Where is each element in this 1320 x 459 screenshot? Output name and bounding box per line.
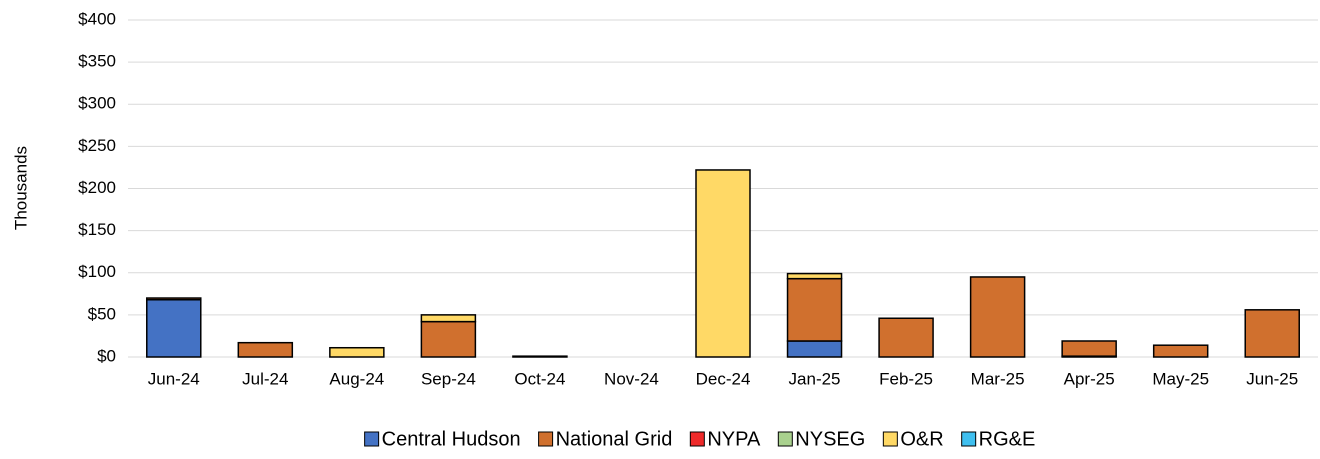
x-tick-label: Feb-25 [879, 369, 933, 388]
bar-segment [512, 355, 568, 358]
bar-segment [146, 298, 202, 358]
bar-segment [878, 317, 934, 358]
y-tick-label: $300 [78, 94, 116, 113]
legend-label: National Grid [556, 428, 673, 450]
bar-segment [695, 169, 751, 358]
legend-label: RG&E [979, 428, 1036, 450]
x-tick-label: Jan-25 [789, 369, 841, 388]
bar-segment [786, 272, 843, 280]
y-tick-label: $150 [78, 220, 116, 239]
x-tick-label: Apr-25 [1064, 369, 1115, 388]
bar-segment [146, 297, 202, 301]
bar-segment [786, 277, 843, 342]
legend-label: NYSEG [795, 428, 865, 450]
legend-swatch [689, 431, 705, 447]
x-tick-label: Jul-24 [242, 369, 288, 388]
legend-swatch [538, 431, 554, 447]
bar-segment [1244, 309, 1300, 358]
y-tick-label: $100 [78, 262, 116, 281]
bar-segment [420, 314, 477, 323]
bar-segment [237, 341, 294, 358]
legend-swatch [777, 431, 793, 447]
bar-segment [329, 346, 385, 358]
x-tick-label: Jun-24 [148, 369, 200, 388]
y-tick-label: $200 [78, 178, 116, 197]
legend-swatch [364, 431, 380, 447]
bar-segment [1061, 340, 1117, 357]
x-tick-label: Dec-24 [696, 369, 751, 388]
bar-segment [786, 340, 843, 358]
y-axis-title: Thousands [11, 146, 30, 230]
x-tick-label: Oct-24 [514, 369, 565, 388]
bar-segment [420, 320, 477, 358]
y-tick-label: $350 [78, 52, 116, 71]
y-tick-label: $0 [97, 346, 116, 365]
legend-label: O&R [900, 428, 943, 450]
x-tick-label: Nov-24 [604, 369, 659, 388]
legend-label: Central Hudson [382, 428, 521, 450]
x-tick-label: Mar-25 [971, 369, 1025, 388]
bar-segment [1152, 344, 1209, 358]
legend-label: NYPA [707, 428, 761, 450]
legend-swatch [961, 431, 977, 447]
x-tick-label: Jun-25 [1246, 369, 1298, 388]
x-tick-label: Sep-24 [421, 369, 476, 388]
x-tick-label: Aug-24 [329, 369, 384, 388]
bar-segment [969, 276, 1026, 358]
y-tick-label: $400 [78, 9, 116, 28]
legend-swatch [882, 431, 898, 447]
y-tick-label: $50 [88, 304, 116, 323]
y-tick-label: $250 [78, 136, 116, 155]
x-tick-label: May-25 [1152, 369, 1209, 388]
